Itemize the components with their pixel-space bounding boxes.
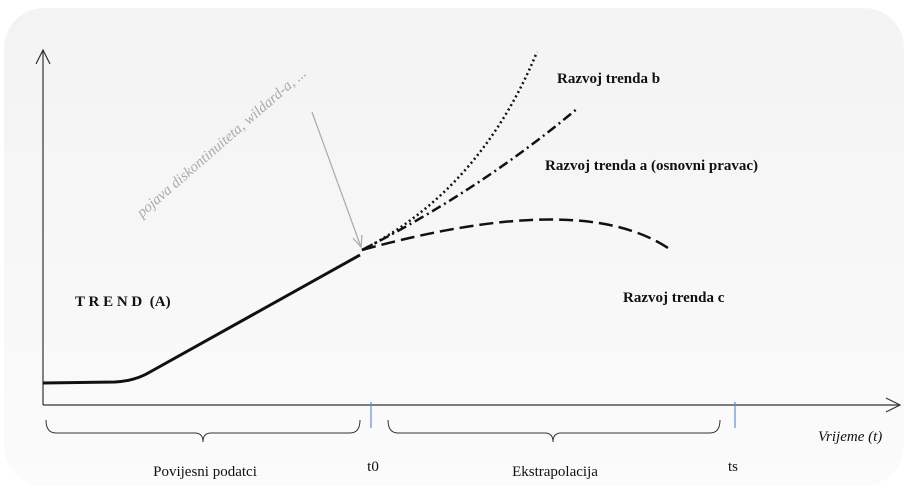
trend-c-line <box>361 218 669 252</box>
background <box>4 8 904 486</box>
axes <box>35 48 902 413</box>
x-axis-label: Vrijeme (t) <box>818 429 882 445</box>
trend-b-label: Razvoj trenda b <box>557 71 660 87</box>
trend-main-label: T R E N D (A) <box>75 294 171 310</box>
extrapolation-label: Ekstrapolacija <box>512 464 598 480</box>
brackets <box>45 419 721 443</box>
time-ticks <box>370 402 736 428</box>
trend-a-label: Razvoj trenda a (osnovni pravac) <box>545 158 758 174</box>
trend-a-line <box>361 107 579 252</box>
trend-b-line <box>361 51 539 252</box>
t0-label: t0 <box>367 459 379 475</box>
discontinuity-arrow <box>311 111 363 249</box>
ts-label: ts <box>728 459 738 475</box>
trend-line <box>42 253 361 385</box>
trend-c-label: Razvoj trenda c <box>623 290 725 306</box>
history-label: Povijesni podatci <box>153 464 257 480</box>
